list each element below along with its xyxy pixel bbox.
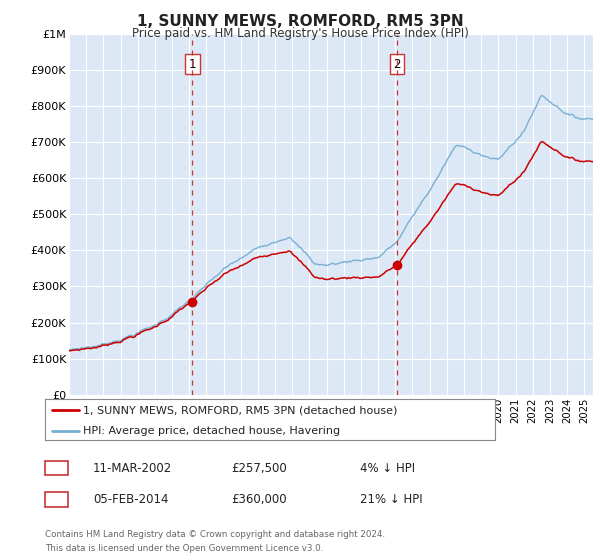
- Text: 21% ↓ HPI: 21% ↓ HPI: [360, 493, 422, 506]
- Text: 1, SUNNY MEWS, ROMFORD, RM5 3PN (detached house): 1, SUNNY MEWS, ROMFORD, RM5 3PN (detache…: [83, 405, 398, 415]
- Text: £360,000: £360,000: [231, 493, 287, 506]
- Text: 1: 1: [189, 58, 196, 71]
- Text: 11-MAR-2002: 11-MAR-2002: [93, 461, 172, 475]
- Text: Contains HM Land Registry data © Crown copyright and database right 2024.: Contains HM Land Registry data © Crown c…: [45, 530, 385, 539]
- Text: This data is licensed under the Open Government Licence v3.0.: This data is licensed under the Open Gov…: [45, 544, 323, 553]
- Text: 1: 1: [53, 461, 60, 475]
- Text: Price paid vs. HM Land Registry's House Price Index (HPI): Price paid vs. HM Land Registry's House …: [131, 27, 469, 40]
- Text: £257,500: £257,500: [231, 461, 287, 475]
- Text: 4% ↓ HPI: 4% ↓ HPI: [360, 461, 415, 475]
- Text: 05-FEB-2014: 05-FEB-2014: [93, 493, 169, 506]
- Text: HPI: Average price, detached house, Havering: HPI: Average price, detached house, Have…: [83, 426, 340, 436]
- Text: 2: 2: [393, 58, 401, 71]
- Text: 1, SUNNY MEWS, ROMFORD, RM5 3PN: 1, SUNNY MEWS, ROMFORD, RM5 3PN: [137, 14, 463, 29]
- Text: 2: 2: [53, 493, 60, 506]
